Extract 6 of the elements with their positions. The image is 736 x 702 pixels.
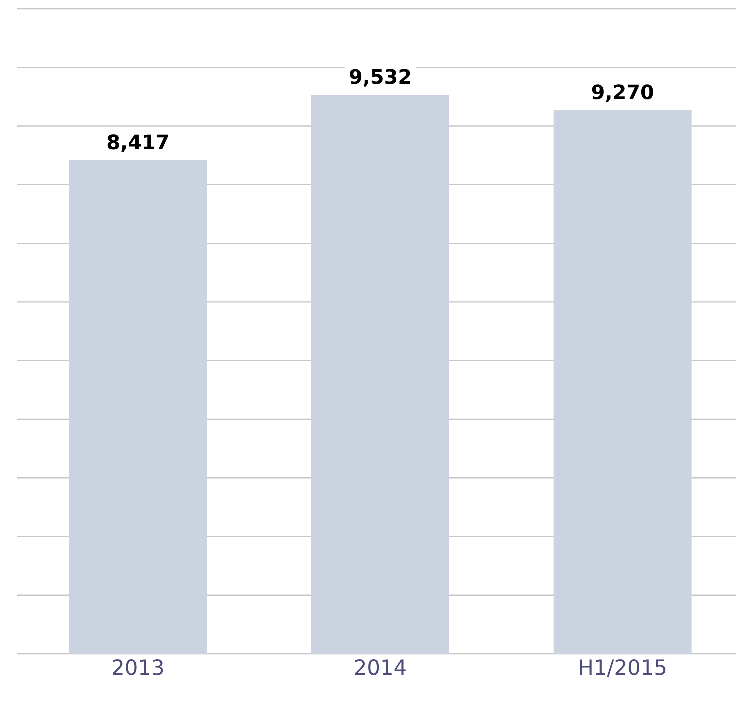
data-label: 8,417 — [108, 134, 168, 152]
x-tick-label: H1/2015 — [580, 660, 666, 677]
data-label: 9,532 — [350, 69, 410, 87]
x-tick-label: 2014 — [355, 660, 406, 676]
x-tick-label: 2013 — [113, 660, 164, 676]
data-label: 9,270 — [592, 84, 654, 102]
